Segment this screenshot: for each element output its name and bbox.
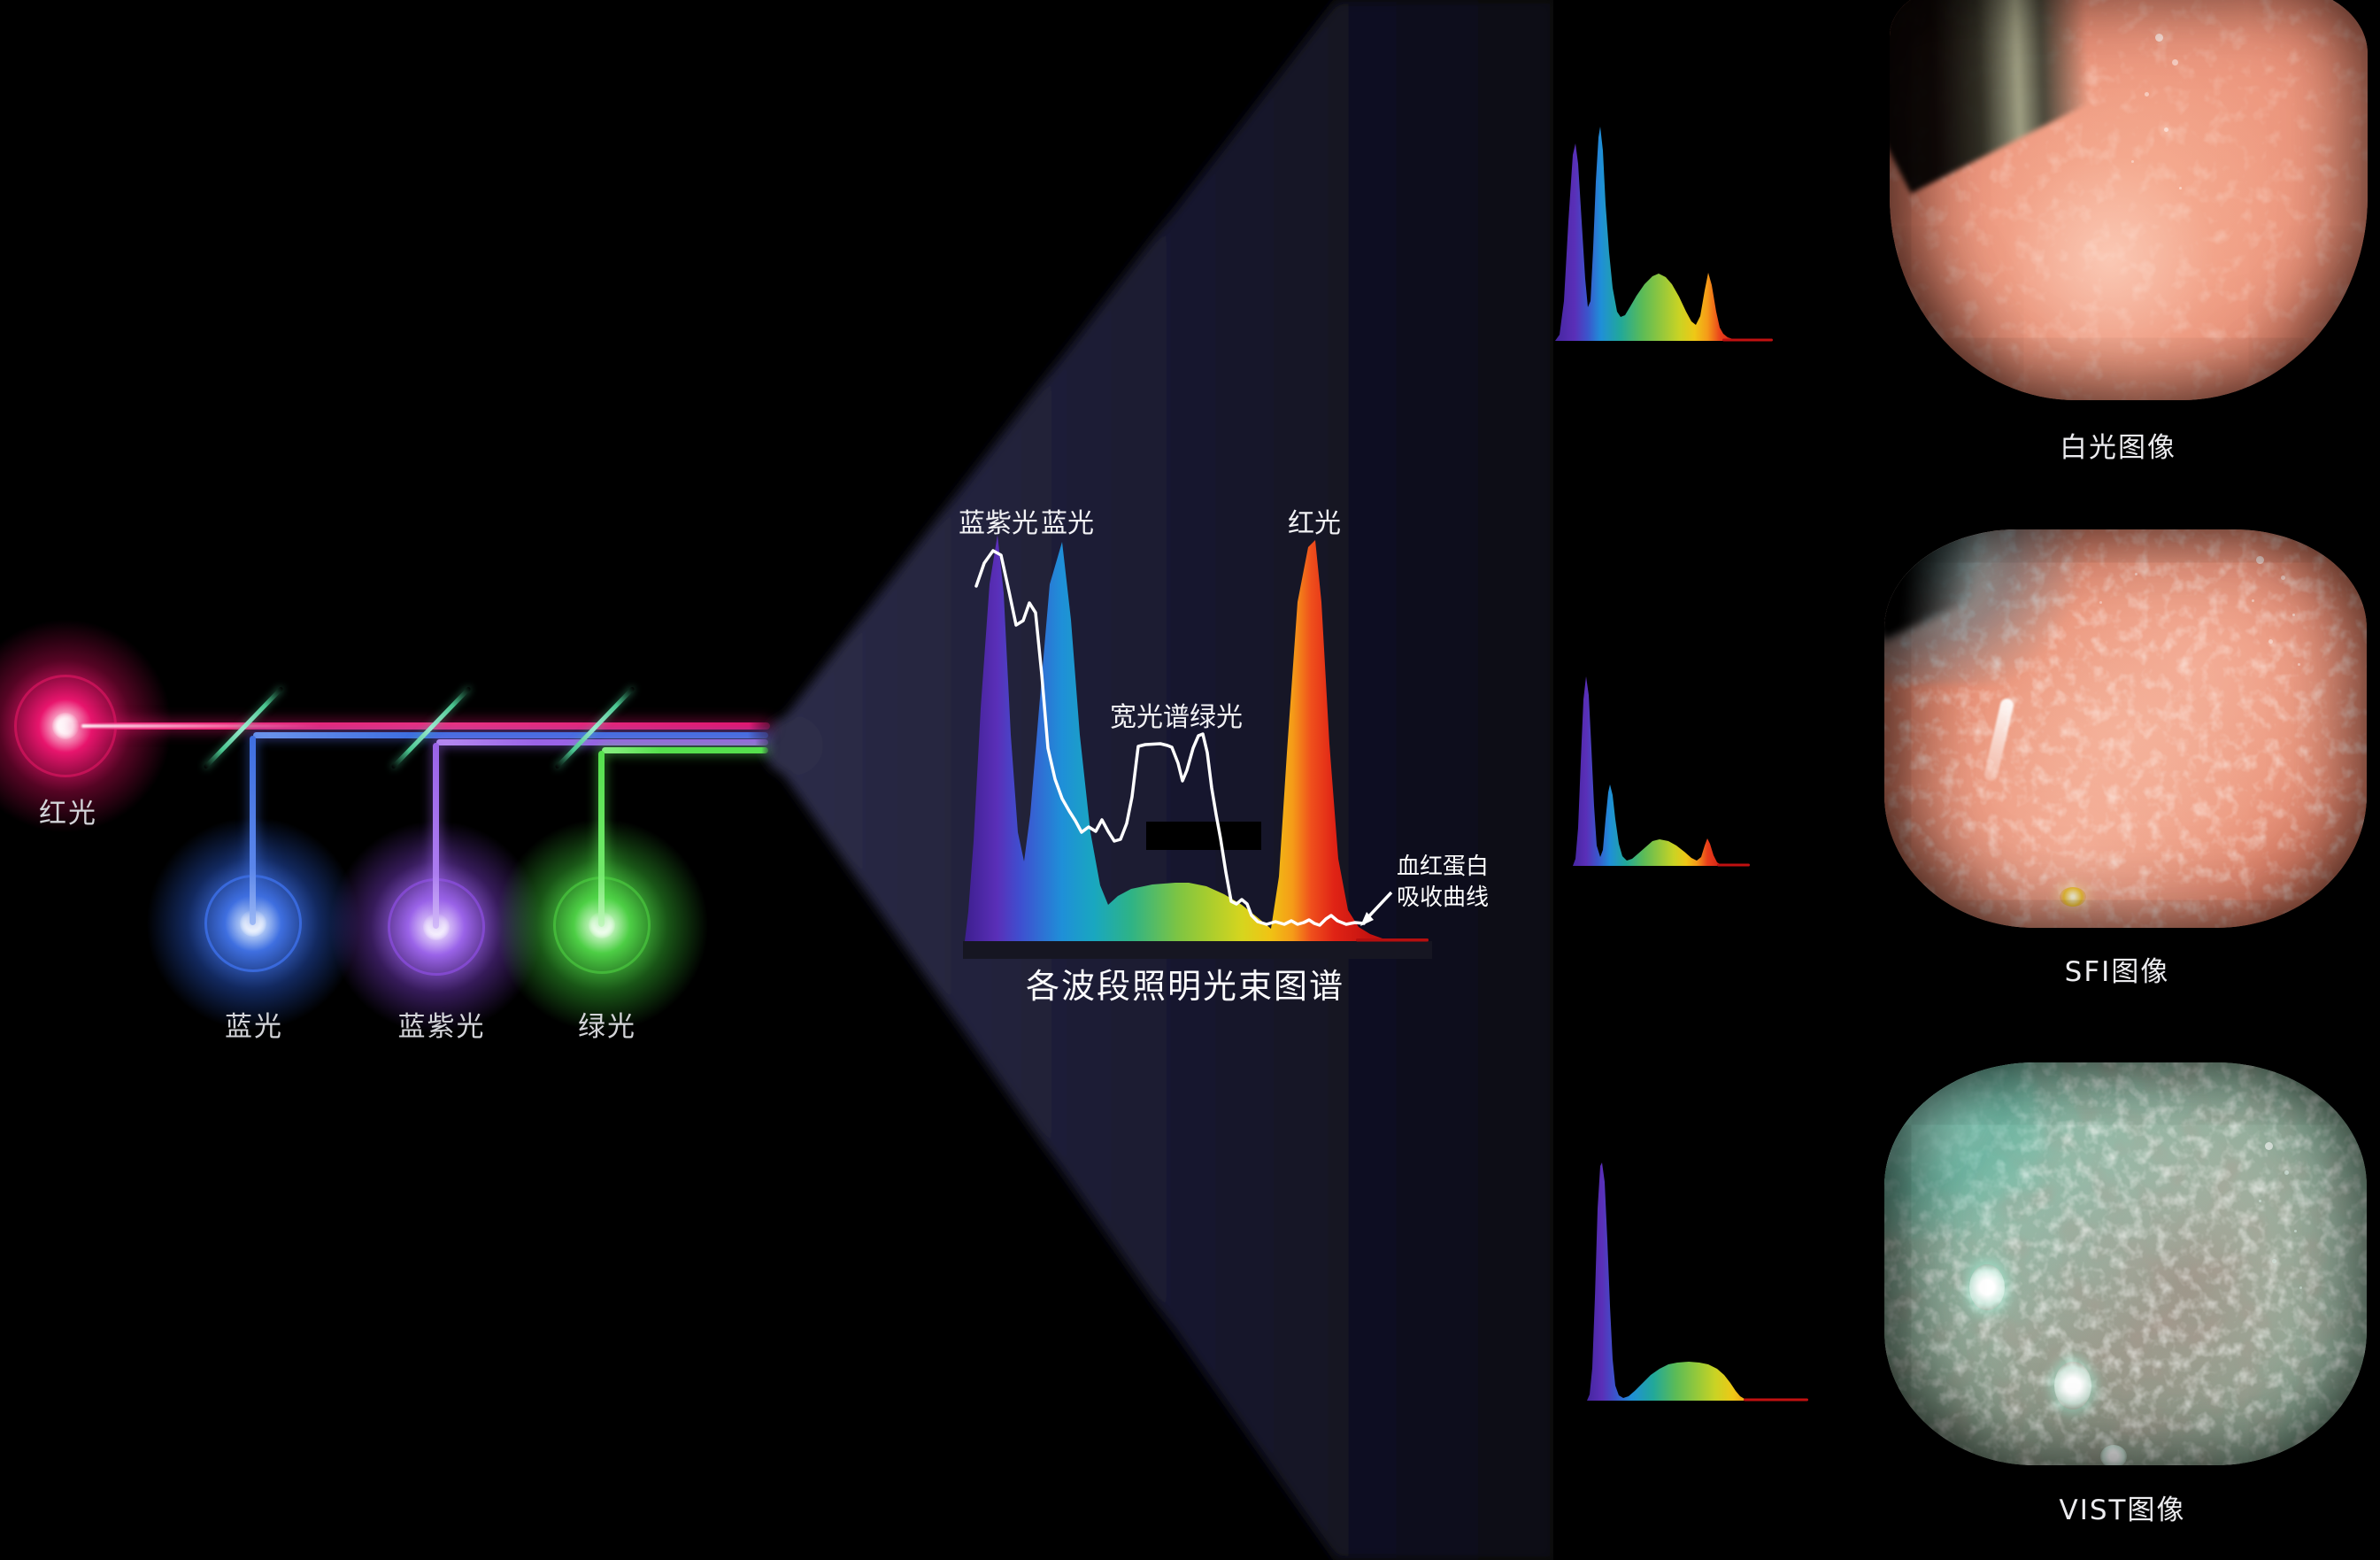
scope-shadow-corner (1884, 529, 2045, 641)
sfi-mini-spectrum (1573, 676, 1750, 867)
violet-beam (436, 739, 768, 745)
yellow-spot (2060, 887, 2086, 907)
vist-spectrum-area (1587, 1162, 1808, 1401)
hemoglobin-absorption-curve (974, 549, 1366, 927)
light-funnel (763, 0, 1553, 1560)
white-light-image-label: 白光图像 (2060, 432, 2176, 464)
spectrum-area (965, 535, 1427, 941)
blue-beam-vertical (250, 736, 256, 925)
vist-mini-spectrum (1587, 1162, 1808, 1402)
red-peak-label: 红光 (1288, 508, 1341, 539)
white-light-spectrum-tail (1722, 338, 1773, 342)
hemoglobin-label: 血红蛋白 吸收曲线 (1397, 852, 1489, 914)
mucosa-mesh-texture (1884, 1062, 2367, 1465)
sfi-spectrum-tail (1717, 863, 1750, 867)
spectrum-red-tail (1356, 938, 1429, 942)
curve-annotation-arrowhead (1360, 912, 1374, 926)
hemoglobin-label-line2: 吸收曲线 (1397, 884, 1490, 911)
hemoglobin-label-line1: 血红蛋白 (1397, 853, 1490, 880)
funnel-beam-shape (763, 0, 1553, 1560)
chart-baseline-shadow (963, 941, 1432, 959)
scope-glare-teal (1884, 1062, 2110, 1240)
red-beam-core (81, 724, 320, 728)
white-light-spectrum-area (1555, 127, 1773, 341)
red-beam (71, 722, 770, 730)
vist-endoscopy-image (1884, 1062, 2367, 1465)
green-band-label: 宽光谱绿光 (1110, 702, 1243, 733)
white-light-mini-spectrum (1555, 127, 1773, 342)
highlight-oval-2 (2054, 1362, 2091, 1409)
censor-bar (1146, 822, 1261, 850)
mucosa-mesh-texture (1884, 529, 2367, 928)
green-beam-vertical (598, 751, 605, 927)
highlight-oval-3 (2100, 1445, 2127, 1465)
green-source-label: 绿光 (578, 1011, 636, 1043)
blue-source-label: 蓝光 (225, 1011, 283, 1043)
illumination-spectrum-chart (963, 535, 1432, 959)
blue-peak-label: 蓝光 (1041, 508, 1094, 539)
violet-source-label: 蓝紫光 (397, 1011, 486, 1043)
vist-spectrum-tail (1744, 1398, 1808, 1402)
scope-glare (1890, 0, 2172, 194)
sfi-image-label: SFI图像 (2064, 956, 2170, 988)
air-bubbles (2256, 556, 2264, 564)
vist-image-label: VIST图像 (2059, 1494, 2186, 1526)
red-source-label: 红光 (39, 798, 97, 830)
blue-beam (253, 732, 768, 738)
highlight-oval-1 (1969, 1264, 2005, 1310)
mucosa-texture (1890, 0, 2368, 400)
green-beam (602, 747, 768, 753)
sfi-spectrum-area (1573, 676, 1750, 866)
white-light-endoscopy-image (1890, 0, 2368, 400)
air-bubbles (2155, 34, 2163, 42)
fluid-streak (1983, 697, 2015, 783)
air-bubbles (2265, 1142, 2273, 1150)
sfi-endoscopy-image (1884, 529, 2367, 928)
violet-beam-vertical (433, 743, 439, 929)
chart-title: 各波段照明光束图谱 (1025, 967, 1345, 1006)
violet-peak-label: 蓝紫光 (959, 508, 1038, 539)
